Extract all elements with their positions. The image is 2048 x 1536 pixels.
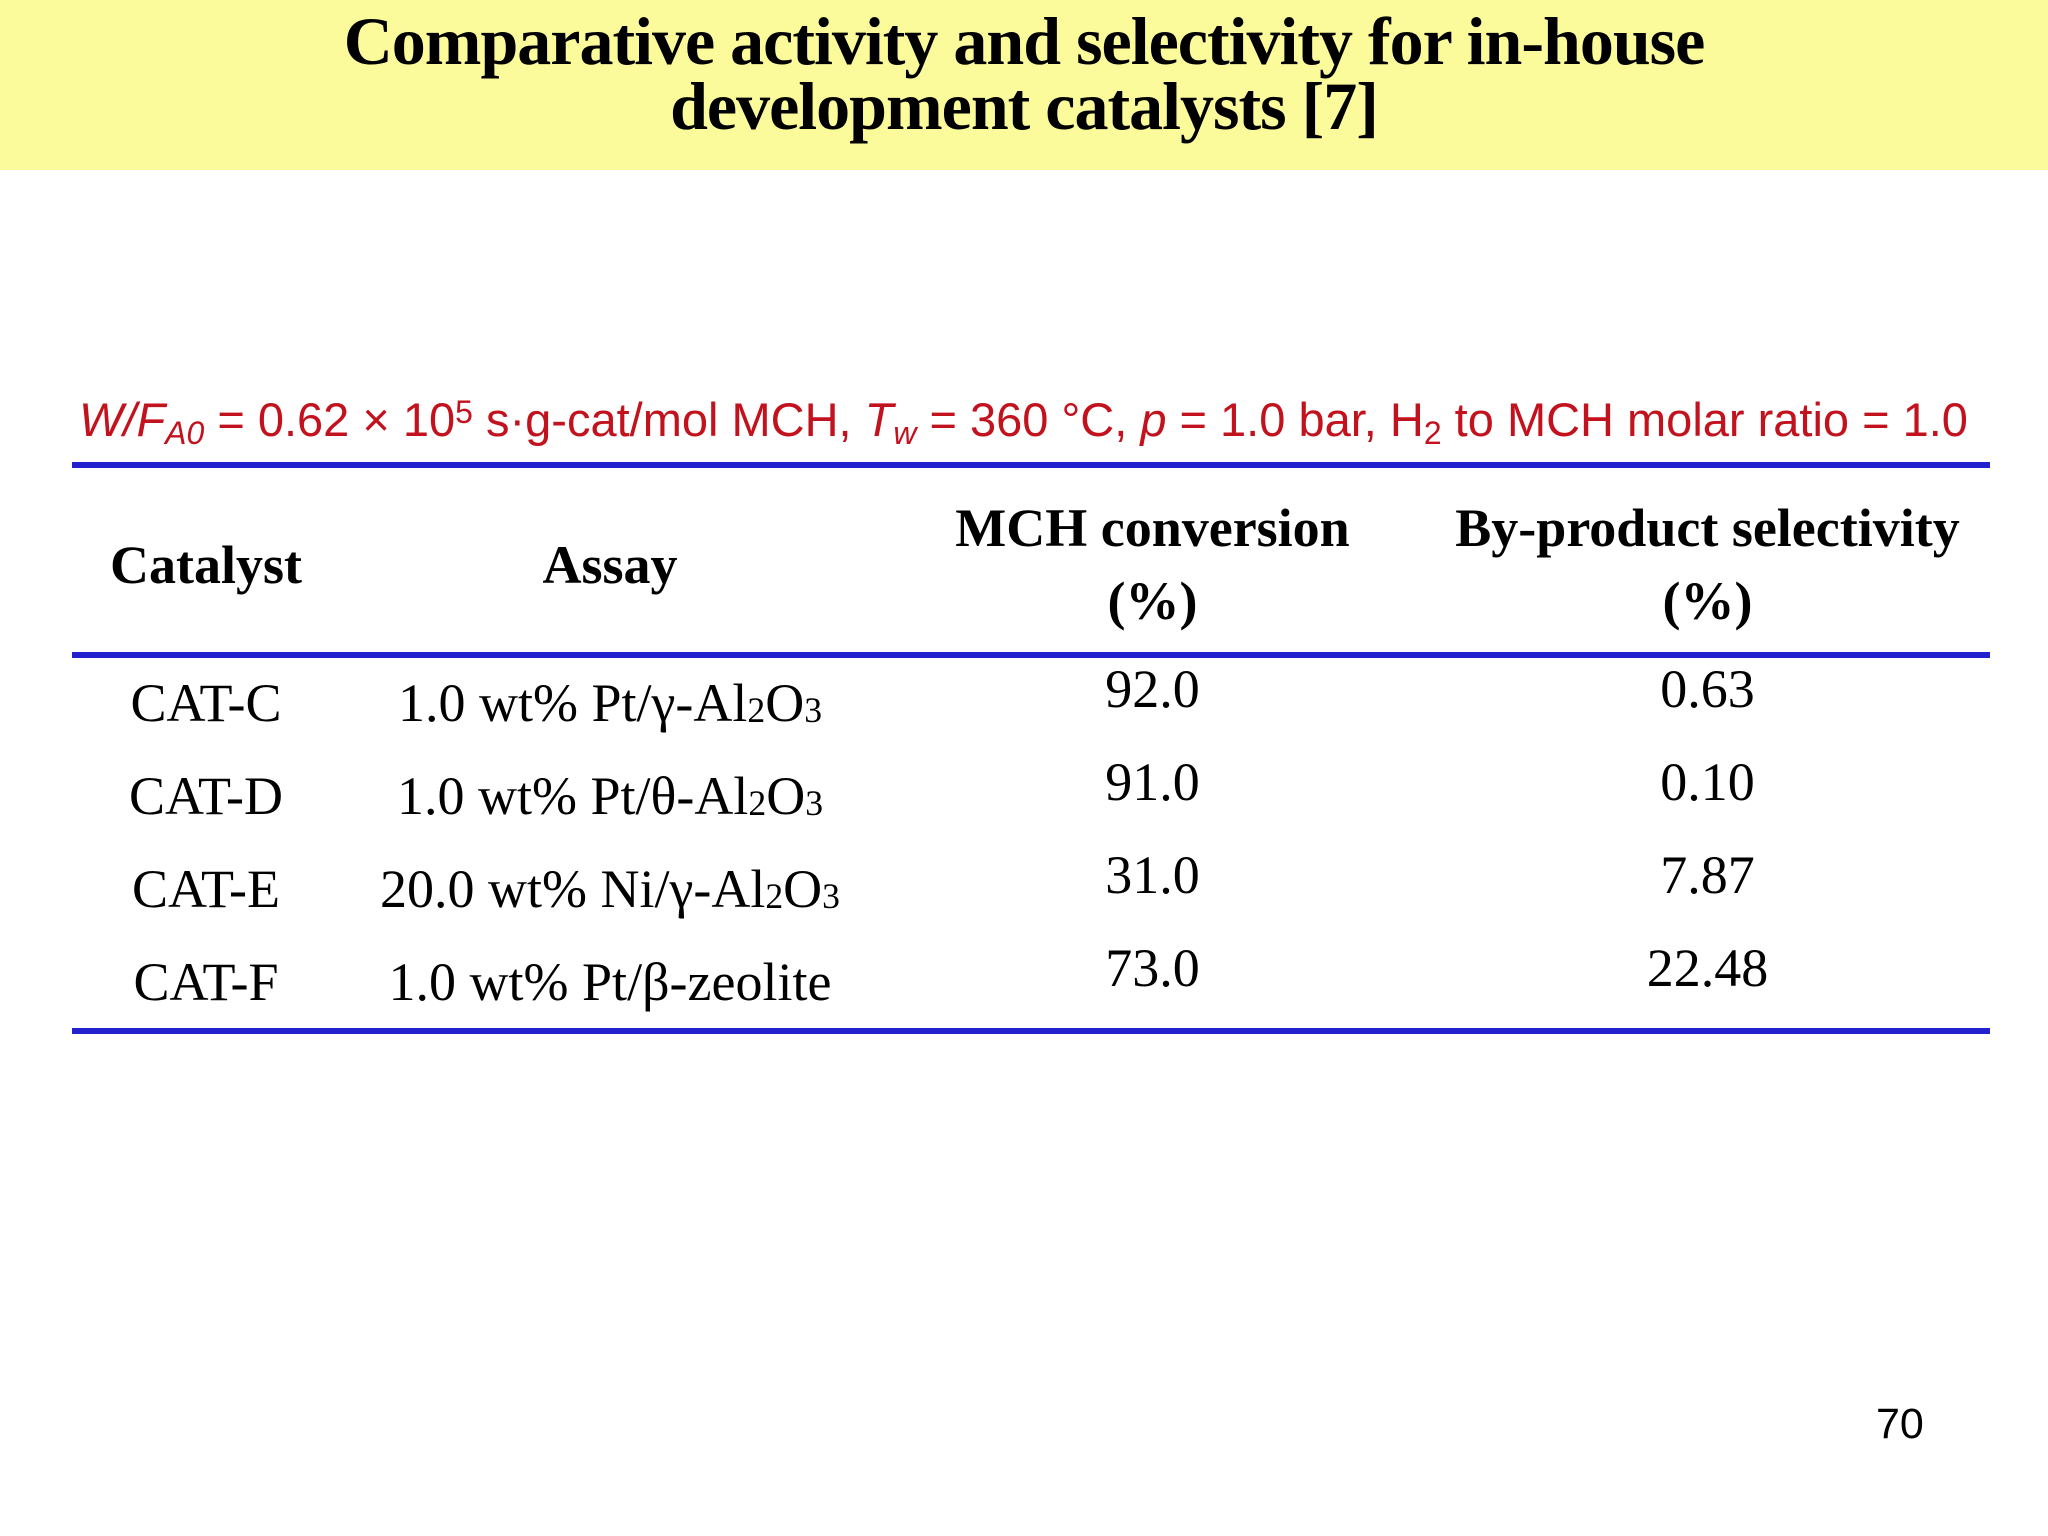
assay-cell: 1.0 wt% Pt/θ-Al 2 O 3: [340, 749, 880, 842]
assay-cell: 1.0 wt% Pt/γ-Al 2 O 3: [340, 656, 880, 749]
catalyst-cell: CAT-C: [130, 672, 282, 733]
table-header-row: Catalyst Assay MCH conversion (%) By-pro…: [72, 468, 1990, 652]
assay-text: 1.0 wt% Pt/γ-Al: [398, 672, 748, 733]
catalyst-cell: CAT-D: [128, 765, 284, 826]
header-assay: Assay: [340, 468, 880, 652]
header-assay-label: Assay: [542, 534, 678, 595]
header-catalyst-label: Catalyst: [110, 534, 302, 595]
assay-cell: 1.0 wt% Pt/β-zeolite: [340, 935, 880, 1028]
slide-title-line-2: development catalysts [7]: [670, 68, 1379, 144]
conversion-cell: 73.0: [1105, 937, 1200, 998]
conversion-cell: 92.0: [1105, 658, 1200, 719]
header-catalyst: Catalyst: [72, 468, 340, 652]
assay-text: O: [783, 858, 823, 919]
assay-text: O: [765, 672, 805, 733]
tw-subscript: w: [893, 414, 917, 451]
catalyst-cell: CAT-F: [133, 951, 279, 1012]
assay-subscript: 3: [805, 783, 823, 824]
header-byproduct-selectivity: By-product selectivity (%): [1425, 468, 1990, 652]
assay-subscript: 2: [748, 783, 767, 824]
wf-subscript: A0: [165, 414, 205, 451]
reaction-conditions-line: W/FA0 = 0.62 × 105 s·g-cat/mol MCH, Tw =…: [66, 392, 1981, 453]
conditions-tail: to MCH molar ratio = 1.0: [1441, 393, 1968, 446]
assay-text: O: [766, 765, 806, 826]
header-byproduct-selectivity-line-2: (%): [1662, 571, 1753, 631]
selectivity-cell: 0.63: [1660, 658, 1755, 719]
header-mch-conversion-line-2: (%): [1107, 571, 1198, 631]
selectivity-cell: 0.10: [1660, 751, 1755, 812]
header-mch-conversion-line-1: MCH conversion: [955, 498, 1350, 558]
assay-text: 20.0 wt% Ni/γ-Al: [380, 858, 766, 919]
pressure-symbol: p: [1140, 393, 1167, 446]
conditions-units: s·g-cat/mol MCH,: [472, 393, 865, 446]
conditions-eq2: = 360 °C,: [916, 393, 1141, 446]
title-banner: Comparative activity and selectivity for…: [0, 0, 2048, 170]
assay-cell: 20.0 wt% Ni/γ-Al 2 O 3: [340, 842, 880, 935]
h2-subscript: 2: [1423, 414, 1442, 451]
wf-symbol: W/F: [79, 393, 166, 446]
selectivity-cell: 22.48: [1646, 937, 1769, 998]
conversion-cell: 31.0: [1105, 844, 1200, 905]
table-header-rule: [72, 652, 1990, 658]
header-byproduct-selectivity-line-1: By-product selectivity: [1455, 498, 1960, 558]
header-mch-conversion: MCH conversion (%): [880, 468, 1425, 652]
assay-subscript: 2: [765, 876, 784, 917]
conversion-cell: 91.0: [1105, 751, 1200, 812]
catalyst-cell: CAT-E: [131, 858, 281, 919]
slide-title-line-1: Comparative activity and selectivity for…: [343, 3, 1706, 79]
ten-exponent: 5: [455, 393, 473, 430]
conditions-eq3: = 1.0 bar, H: [1166, 393, 1424, 446]
assay-subscript: 3: [822, 876, 840, 917]
selectivity-cell: 7.87: [1660, 844, 1755, 905]
table-bottom-rule: [72, 1028, 1990, 1034]
table-top-rule: [72, 462, 1990, 468]
assay-text: 1.0 wt% Pt/β-zeolite: [388, 951, 832, 1012]
tw-symbol: T: [864, 393, 894, 446]
table-body: CAT-C 1.0 wt% Pt/γ-Al 2 O 3 92.0 0.63 CAT-D…: [72, 656, 1990, 1028]
assay-subscript: 2: [747, 690, 766, 731]
conditions-eq1: = 0.62 × 10: [204, 393, 456, 446]
assay-text: 1.0 wt% Pt/θ-Al: [397, 765, 749, 826]
page-number: 70: [1876, 1400, 1924, 1448]
assay-subscript: 3: [804, 690, 822, 731]
